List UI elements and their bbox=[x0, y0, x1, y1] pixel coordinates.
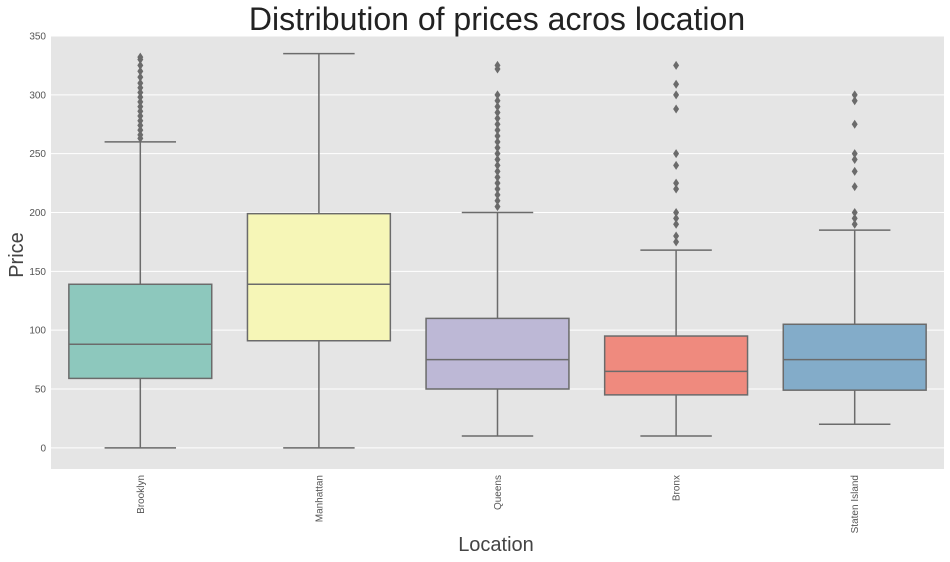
outlier-point bbox=[494, 196, 501, 206]
outlier-point bbox=[137, 60, 144, 70]
x-tick-label: Manhattan bbox=[314, 475, 325, 522]
outlier-point bbox=[494, 137, 501, 147]
iqr-box bbox=[603, 335, 749, 396]
outlier-point bbox=[137, 78, 144, 88]
outlier-point bbox=[673, 149, 680, 159]
outlier-point bbox=[673, 160, 680, 170]
box-queens bbox=[425, 60, 570, 437]
x-ticks: Brooklyn Manhattan Queens Bronx Staten Islan… bbox=[136, 475, 861, 533]
iqr-box bbox=[782, 323, 927, 391]
outlier-point bbox=[137, 52, 144, 62]
y-tick-label: 250 bbox=[29, 149, 46, 160]
boxes bbox=[68, 52, 927, 449]
outlier-point bbox=[851, 219, 858, 229]
outlier-point bbox=[673, 184, 680, 194]
outlier-point bbox=[494, 113, 501, 123]
x-tick-label: Staten Island bbox=[850, 475, 861, 533]
outlier-point bbox=[673, 178, 680, 188]
outlier-point bbox=[494, 149, 501, 159]
outlier-point bbox=[137, 83, 144, 93]
outlier-point bbox=[137, 102, 144, 112]
y-ticks: 0 50 100 150 200 250 300 350 bbox=[29, 32, 46, 455]
outlier-point bbox=[673, 60, 680, 70]
outlier-point bbox=[851, 149, 858, 159]
outlier-point bbox=[851, 96, 858, 106]
outlier-point bbox=[494, 190, 501, 200]
outlier-point bbox=[494, 60, 501, 70]
outlier-point bbox=[494, 202, 501, 212]
outlier-point bbox=[137, 72, 144, 82]
outlier-point bbox=[494, 166, 501, 176]
outlier-point bbox=[137, 125, 144, 135]
box-bronx bbox=[603, 60, 749, 437]
box-staten-island bbox=[782, 90, 927, 426]
outlier-point bbox=[494, 102, 501, 112]
chart-title: Distribution of prices acros location bbox=[249, 1, 745, 37]
outlier-point bbox=[851, 213, 858, 223]
outlier-point bbox=[494, 125, 501, 135]
outlier-point bbox=[673, 79, 680, 89]
outlier-point bbox=[137, 130, 144, 140]
outlier-point bbox=[494, 155, 501, 165]
y-tick-label: 0 bbox=[40, 443, 46, 454]
outlier-point bbox=[673, 231, 680, 241]
iqr-box bbox=[68, 283, 213, 380]
box-brooklyn bbox=[68, 52, 213, 449]
outlier-point bbox=[673, 237, 680, 247]
outlier-point bbox=[851, 182, 858, 192]
outlier-point bbox=[137, 106, 144, 116]
y-tick-label: 150 bbox=[29, 267, 46, 278]
outlier-point bbox=[494, 184, 501, 194]
outlier-point bbox=[137, 116, 144, 126]
outlier-point bbox=[137, 92, 144, 102]
outlier-point bbox=[137, 120, 144, 130]
outlier-point bbox=[137, 66, 144, 76]
outlier-point bbox=[494, 143, 501, 153]
outlier-point bbox=[494, 96, 501, 106]
outlier-point bbox=[494, 172, 501, 182]
outlier-point bbox=[137, 87, 144, 97]
outlier-point bbox=[494, 119, 501, 129]
outlier-point bbox=[494, 160, 501, 170]
x-tick-label: Bronx bbox=[672, 475, 683, 501]
outlier-point bbox=[851, 119, 858, 129]
y-tick-label: 300 bbox=[29, 90, 46, 101]
y-tick-label: 50 bbox=[35, 384, 47, 395]
outlier-point bbox=[494, 131, 501, 141]
outlier-point bbox=[673, 90, 680, 100]
y-tick-label: 100 bbox=[29, 326, 46, 337]
y-tick-label: 200 bbox=[29, 208, 46, 219]
x-axis-label: Location bbox=[458, 534, 534, 556]
iqr-box bbox=[246, 212, 392, 342]
box-manhattan bbox=[246, 52, 392, 449]
outlier-point bbox=[137, 97, 144, 107]
iqr-box bbox=[425, 317, 570, 390]
outlier-point bbox=[673, 207, 680, 217]
x-tick-label: Brooklyn bbox=[136, 475, 147, 514]
y-tick-label: 350 bbox=[29, 32, 46, 43]
outlier-point bbox=[494, 178, 501, 188]
outlier-point bbox=[851, 90, 858, 100]
outlier-point bbox=[494, 107, 501, 117]
outlier-point bbox=[851, 155, 858, 165]
outlier-point bbox=[851, 166, 858, 176]
outlier-point bbox=[673, 104, 680, 114]
outlier-point bbox=[851, 207, 858, 217]
outlier-point bbox=[673, 219, 680, 229]
x-tick-label: Queens bbox=[493, 475, 504, 510]
y-axis-label: Price bbox=[6, 232, 28, 278]
outlier-point bbox=[494, 90, 501, 100]
outlier-point bbox=[137, 111, 144, 121]
outlier-point bbox=[673, 213, 680, 223]
